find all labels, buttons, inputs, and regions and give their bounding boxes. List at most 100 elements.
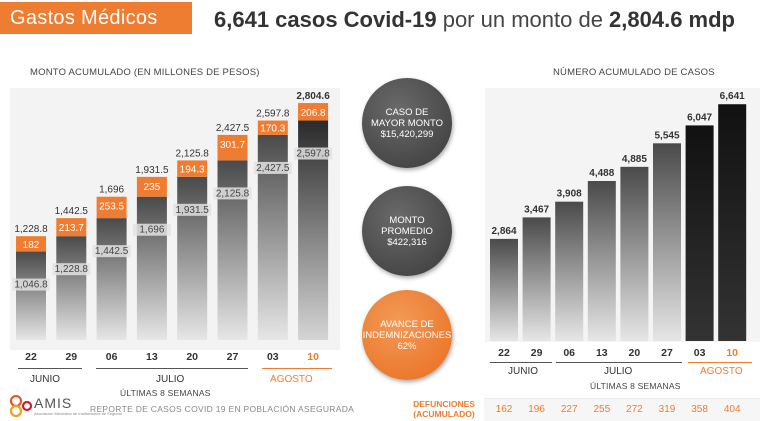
left-bar-base-20 bbox=[177, 176, 208, 340]
left-category-29: 29 bbox=[65, 351, 77, 363]
right-august-line bbox=[688, 362, 752, 363]
left-bar-increment-06 bbox=[96, 196, 127, 219]
max-amount-value: $15,420,299 bbox=[380, 128, 434, 140]
left-value-box-20 bbox=[173, 203, 212, 216]
left-increment-label-22: 182 bbox=[23, 240, 40, 251]
right-category-22: 22 bbox=[498, 347, 510, 359]
right-bar-29 bbox=[522, 217, 551, 341]
left-value-box-13 bbox=[132, 223, 171, 236]
left-value-label-27: 2,125.8 bbox=[216, 188, 250, 199]
right-value-label-27: 5,545 bbox=[654, 130, 679, 141]
right-bar-03 bbox=[685, 125, 714, 341]
right-weeks-caption: ÚLTIMAS 8 SEMANAS bbox=[590, 381, 681, 391]
left-month-august: AGOSTO bbox=[270, 374, 313, 385]
left-total-label-03: 2,597.8 bbox=[256, 109, 290, 120]
left-increment-label-20: 194.3 bbox=[180, 165, 205, 176]
left-total-label-20: 2,125.8 bbox=[176, 148, 210, 159]
right-bar-27 bbox=[653, 143, 681, 341]
right-category-06: 06 bbox=[563, 347, 575, 359]
right-category-27: 27 bbox=[661, 347, 673, 359]
right-value-label-10: 6,641 bbox=[720, 91, 745, 102]
indemnity-line1: AVANCE DE bbox=[380, 318, 434, 330]
left-value-box-10 bbox=[294, 147, 333, 160]
left-bar-base-06 bbox=[96, 218, 127, 340]
left-august-line bbox=[262, 368, 332, 369]
left-value-box-29 bbox=[52, 263, 91, 276]
indemnity-value: 62% bbox=[397, 340, 417, 352]
right-value-label-06: 3,908 bbox=[557, 189, 582, 200]
average-amount-line2: PROMEDIO bbox=[381, 225, 433, 237]
amis-logo-icon bbox=[9, 394, 33, 418]
headline-mid: casos Covid-19 bbox=[269, 7, 443, 32]
left-bar-base-13 bbox=[136, 196, 167, 340]
right-bar-22 bbox=[490, 238, 518, 341]
right-value-label-22: 2,864 bbox=[491, 226, 516, 237]
left-value-box-03 bbox=[253, 161, 292, 174]
left-value-label-20: 1,931.5 bbox=[176, 205, 210, 216]
left-category-03: 03 bbox=[267, 351, 279, 363]
left-value-label-13: 1,696 bbox=[139, 225, 164, 236]
right-bar-13 bbox=[587, 180, 616, 341]
right-category-03: 03 bbox=[694, 347, 706, 359]
max-amount-line2: MAYOR MONTO bbox=[371, 117, 443, 129]
deaths-value-7: 404 bbox=[723, 404, 741, 415]
logo-text: AMIS bbox=[34, 395, 73, 411]
right-value-label-03: 6,047 bbox=[687, 112, 712, 123]
left-increment-label-27: 301.7 bbox=[220, 140, 245, 151]
left-month-june: JUNIO bbox=[30, 374, 60, 385]
left-total-label-10: 2,804.6 bbox=[296, 91, 330, 102]
average-amount-line1: MONTO bbox=[389, 214, 425, 226]
right-july-line bbox=[556, 362, 682, 363]
left-july-line bbox=[96, 368, 248, 369]
right-bar-20 bbox=[620, 166, 649, 341]
left-category-10: 10 bbox=[307, 351, 319, 363]
right-category-13: 13 bbox=[596, 347, 608, 359]
left-chart-subtitle: MONTO ACUMULADO (EN MILLONES DE PESOS) bbox=[30, 67, 260, 78]
left-value-box-22 bbox=[12, 278, 50, 291]
left-bar-base-22 bbox=[16, 251, 46, 340]
left-category-22: 22 bbox=[25, 351, 37, 363]
average-amount-circle: MONTO PROMEDIO $422,316 bbox=[362, 186, 452, 276]
max-amount-circle: CASO DE MAYOR MONTO $15,420,299 bbox=[362, 78, 452, 168]
right-bar-10 bbox=[718, 104, 747, 341]
left-bar-increment-10 bbox=[298, 103, 329, 121]
right-bar-06 bbox=[555, 201, 584, 341]
deaths-value-1: 196 bbox=[528, 404, 545, 415]
left-bar-base-27 bbox=[217, 160, 248, 340]
right-category-10: 10 bbox=[726, 347, 738, 359]
left-category-20: 20 bbox=[186, 351, 198, 363]
deaths-value-0: 162 bbox=[495, 404, 513, 415]
left-total-label-27: 2,427.5 bbox=[216, 123, 250, 134]
left-bar-increment-20 bbox=[177, 160, 208, 177]
headline-text: por un monto de bbox=[442, 7, 610, 32]
average-amount-value: $422,316 bbox=[387, 236, 427, 248]
right-category-29: 29 bbox=[531, 347, 543, 359]
right-month-june: JUNIO bbox=[508, 366, 538, 377]
deaths-value-6: 358 bbox=[691, 404, 708, 415]
left-value-label-22: 1,046.8 bbox=[14, 280, 48, 291]
left-increment-label-10: 206.8 bbox=[301, 108, 326, 119]
left-value-label-29: 1,228.8 bbox=[55, 264, 89, 275]
left-bar-increment-29 bbox=[56, 218, 87, 237]
deaths-value-4: 272 bbox=[626, 404, 643, 415]
left-value-box-27 bbox=[213, 187, 252, 200]
logo-tagline: Asociación Mexicana de Instituciones de … bbox=[34, 411, 123, 416]
left-value-box-06 bbox=[92, 245, 131, 258]
left-month-july: JULIO bbox=[156, 374, 185, 385]
left-bar-increment-13 bbox=[136, 176, 167, 197]
left-increment-label-13: 235 bbox=[144, 182, 161, 193]
left-category-27: 27 bbox=[227, 351, 239, 363]
deaths-label-line2: (ACUMULADO) bbox=[413, 409, 475, 419]
right-month-august: AGOSTO bbox=[700, 366, 743, 377]
left-value-label-03: 2,427.5 bbox=[256, 163, 290, 174]
left-june-line bbox=[18, 368, 82, 369]
left-total-label-06: 1,696 bbox=[99, 185, 124, 196]
left-bar-increment-27 bbox=[217, 134, 248, 161]
right-june-line bbox=[490, 362, 552, 363]
report-caption: REPORTE DE CASOS COVID 19 EN POBLACIÓN A… bbox=[90, 404, 355, 414]
left-total-label-13: 1,931.5 bbox=[135, 165, 169, 176]
left-increment-label-06: 253.5 bbox=[99, 202, 124, 213]
left-value-label-06: 1,442.5 bbox=[95, 246, 129, 257]
headline: 6,641 casos Covid-19 por un monto de 2,8… bbox=[214, 7, 735, 33]
indemnity-progress-circle: AVANCE DE INDEMNIZACIONES 62% bbox=[362, 290, 452, 380]
